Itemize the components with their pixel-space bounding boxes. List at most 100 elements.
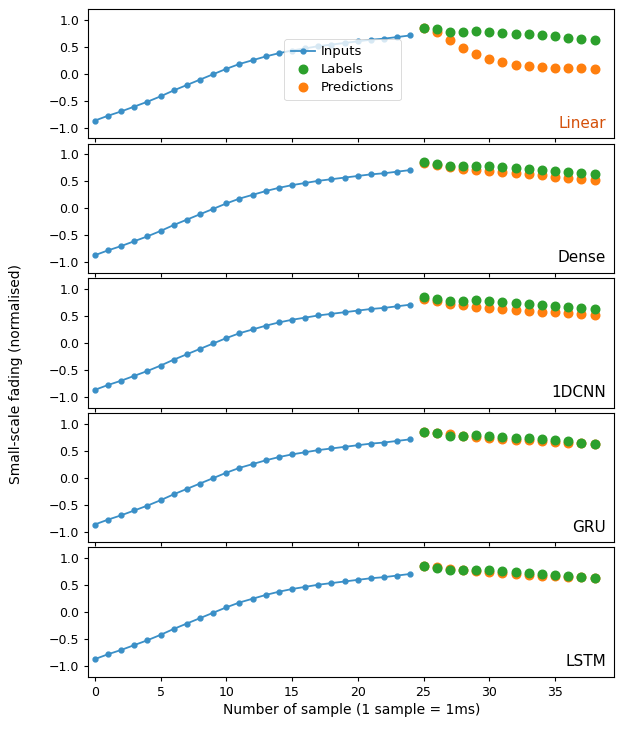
- Inputs: [314, 580, 322, 589]
- Predictions: [418, 157, 428, 169]
- Labels: [590, 438, 600, 450]
- Inputs: [354, 306, 362, 315]
- Predictions: [537, 306, 547, 318]
- Labels: [432, 427, 442, 439]
- Labels: [432, 562, 442, 574]
- Inputs: [314, 177, 322, 186]
- Inputs: [117, 376, 125, 385]
- Labels: [445, 295, 455, 307]
- Labels: [537, 298, 547, 310]
- Predictions: [418, 426, 428, 438]
- Labels: [576, 437, 587, 449]
- Labels: [418, 426, 428, 438]
- Labels: [484, 160, 495, 172]
- Labels: [418, 560, 428, 572]
- Inputs: [301, 313, 309, 322]
- Inputs: [157, 496, 164, 505]
- Labels: [550, 165, 560, 177]
- Inputs: [406, 435, 414, 444]
- Predictions: [418, 22, 428, 34]
- Labels: [445, 564, 455, 576]
- Inputs: [406, 569, 414, 578]
- Text: Small-scale fading (normalised): Small-scale fading (normalised): [9, 264, 23, 484]
- Inputs: [222, 603, 230, 612]
- Predictions: [537, 435, 547, 447]
- Labels: [563, 31, 573, 43]
- Predictions: [445, 162, 455, 174]
- Inputs: [262, 321, 270, 330]
- Predictions: [537, 170, 547, 182]
- Inputs: [209, 339, 217, 348]
- Inputs: [341, 173, 348, 182]
- Labels: [563, 435, 573, 447]
- Inputs: [222, 334, 230, 343]
- Predictions: [550, 306, 560, 318]
- Inputs: [354, 575, 362, 584]
- Labels: [458, 429, 468, 441]
- Predictions: [524, 569, 534, 581]
- Inputs: [236, 598, 243, 607]
- Inputs: [328, 579, 335, 588]
- Inputs: [249, 56, 256, 65]
- Labels: [537, 568, 547, 580]
- Predictions: [445, 298, 455, 310]
- Predictions: [537, 61, 547, 73]
- Predictions: [563, 571, 573, 583]
- Inputs: [275, 453, 283, 462]
- Predictions: [471, 565, 481, 577]
- Inputs: [381, 169, 388, 178]
- Inputs: [275, 183, 283, 192]
- Text: Linear: Linear: [559, 116, 606, 131]
- Text: GRU: GRU: [573, 520, 606, 535]
- Predictions: [510, 58, 520, 70]
- Line: Inputs: Inputs: [93, 168, 413, 257]
- Labels: [498, 296, 508, 308]
- Labels: [524, 28, 534, 40]
- Inputs: [91, 251, 98, 260]
- Predictions: [418, 560, 428, 572]
- Labels: [471, 295, 481, 307]
- Predictions: [471, 431, 481, 443]
- Inputs: [328, 175, 335, 184]
- Labels: [524, 163, 534, 175]
- Inputs: [262, 590, 270, 599]
- Predictions: [563, 62, 573, 74]
- Inputs: [354, 441, 362, 450]
- Inputs: [183, 215, 191, 224]
- Inputs: [249, 459, 256, 468]
- Labels: [432, 23, 442, 35]
- Inputs: [170, 355, 178, 364]
- Predictions: [563, 307, 573, 319]
- Inputs: [289, 450, 296, 459]
- Inputs: [275, 49, 283, 58]
- Labels: [498, 565, 508, 577]
- Inputs: [367, 170, 375, 179]
- Inputs: [209, 70, 217, 79]
- Inputs: [367, 574, 375, 583]
- Labels: [418, 22, 428, 34]
- Labels: [537, 29, 547, 41]
- Inputs: [209, 473, 217, 482]
- Inputs: [196, 209, 203, 218]
- Inputs: [209, 204, 217, 213]
- Inputs: [91, 116, 98, 125]
- Inputs: [222, 199, 230, 208]
- Labels: [590, 34, 600, 46]
- Predictions: [484, 165, 495, 177]
- Inputs: [367, 35, 375, 44]
- Text: Dense: Dense: [558, 251, 606, 266]
- Predictions: [458, 42, 468, 54]
- Inputs: [406, 300, 414, 309]
- Inputs: [354, 171, 362, 180]
- Predictions: [524, 60, 534, 72]
- Predictions: [550, 62, 560, 74]
- Inputs: [236, 60, 243, 69]
- Predictions: [498, 568, 508, 580]
- Inputs: [341, 577, 348, 586]
- Predictions: [484, 52, 495, 64]
- Inputs: [157, 361, 164, 370]
- Inputs: [130, 237, 138, 246]
- Inputs: [222, 468, 230, 477]
- Inputs: [196, 613, 203, 622]
- Inputs: [328, 444, 335, 453]
